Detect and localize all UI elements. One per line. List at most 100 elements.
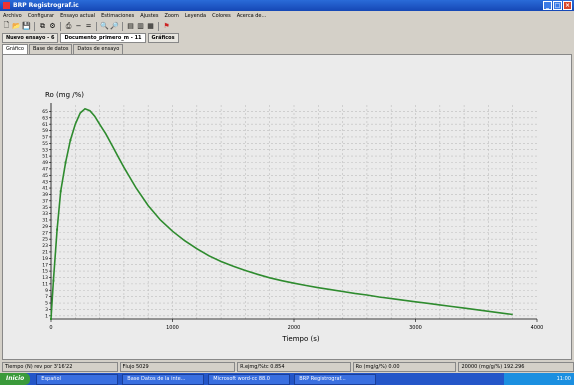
y-tick-label: 1 bbox=[45, 313, 48, 319]
y-tick-label: 37 bbox=[42, 198, 48, 204]
menu-leyenda[interactable]: Leyenda bbox=[184, 12, 207, 19]
tab-documento[interactable]: Documento_primero_m - 11 bbox=[60, 33, 146, 43]
menu-configurar[interactable]: Configurar bbox=[27, 12, 55, 19]
taskbar-item[interactable]: Base Datos de la inte... bbox=[122, 373, 205, 385]
data-point bbox=[64, 161, 67, 164]
equal-icon[interactable]: = bbox=[85, 22, 92, 30]
maximize-button[interactable]: □ bbox=[553, 1, 562, 10]
menu-archivo[interactable]: Archivo bbox=[3, 12, 22, 19]
minus-icon[interactable]: − bbox=[75, 22, 82, 30]
status-time: Tiempo (N) rev por 3'16'22 bbox=[2, 362, 118, 372]
y-tick-label: 27 bbox=[42, 230, 48, 236]
taskbar-item[interactable]: BRP Registrograf... bbox=[294, 373, 377, 385]
y-tick-label: 47 bbox=[42, 166, 48, 172]
toolbar-separator bbox=[96, 21, 97, 31]
minimize-button[interactable]: _ bbox=[543, 1, 552, 10]
zoom-out-icon[interactable]: 🔎 bbox=[110, 22, 119, 30]
menu-zoom[interactable]: Zoom bbox=[164, 12, 179, 19]
menu-acerca[interactable]: Acerca de... bbox=[236, 12, 267, 19]
series-line bbox=[50, 107, 513, 320]
chart-grid bbox=[51, 105, 537, 319]
status-ro: Ro (mg/g/%) 0.00 bbox=[352, 362, 457, 372]
menu-estimaciones[interactable]: Estimaciones bbox=[101, 12, 135, 19]
menu-colores[interactable]: Colores bbox=[212, 12, 231, 19]
toolbar: 🗋 📂 💾 ⧉ ⚙ ⎙ − = 🔍 🔎 ▤ ▥ ▦ ⚑ bbox=[0, 20, 574, 32]
line-chart: 1357911131517192123252729313335373941434… bbox=[42, 91, 543, 343]
x-tick-label: 2000 bbox=[288, 325, 301, 331]
y-tick-label: 25 bbox=[42, 237, 48, 243]
y-tick-label: 29 bbox=[42, 224, 48, 230]
x-tick-label: 1000 bbox=[166, 325, 179, 331]
close-button[interactable]: × bbox=[563, 1, 572, 10]
toolbar-separator bbox=[60, 21, 61, 31]
chart2-icon[interactable]: ▥ bbox=[137, 22, 144, 30]
y-tick-label: 51 bbox=[42, 154, 48, 160]
y-tick-label: 55 bbox=[42, 141, 48, 147]
chart-panel: 1 3 5 7 9 11 13 15 17 19 21 23 25 27 29 31 33 35 37 39 41 43 4… bbox=[2, 54, 572, 360]
tab-graficos[interactable]: Gráficos bbox=[147, 33, 179, 43]
tab-nuevo-ensayo[interactable]: Nuevo ensayo - 6 bbox=[2, 33, 59, 43]
flag-icon[interactable]: ⚑ bbox=[163, 22, 170, 30]
data-point bbox=[52, 279, 55, 282]
clock: 11:00 bbox=[556, 376, 571, 382]
y-tick-label: 41 bbox=[42, 186, 48, 192]
x-axis-label: Tiempo (s) bbox=[281, 335, 319, 343]
taskbar-item[interactable]: Microsoft word-cc 88.0 bbox=[208, 373, 291, 385]
status-bar: Tiempo (N) rev por 3'16'22 Flujo 5029 R.… bbox=[0, 362, 574, 372]
y-tick-label: 3 bbox=[45, 307, 48, 313]
zoom-in-icon[interactable]: 🔍 bbox=[100, 22, 109, 30]
data-point bbox=[56, 228, 59, 231]
taskbar: Inicio Español Base Datos de la inte... … bbox=[0, 373, 574, 385]
y-tick-label: 21 bbox=[42, 250, 48, 256]
new-icon[interactable]: 🗋 bbox=[3, 20, 10, 29]
tab-base-datos[interactable]: Base de datos bbox=[28, 44, 73, 54]
y-tick-label: 33 bbox=[42, 211, 48, 217]
taskbar-item[interactable]: Español bbox=[36, 373, 119, 385]
tab-grafico[interactable]: Gráfico bbox=[2, 44, 28, 54]
y-tick-label: 53 bbox=[42, 147, 48, 153]
y-tick-label: 39 bbox=[42, 192, 48, 198]
x-tick-label: 3000 bbox=[409, 325, 422, 331]
save-icon[interactable]: 💾 bbox=[22, 22, 31, 30]
status-total: 20000 (mg/g/%) 192.296 bbox=[458, 362, 574, 372]
y-tick-label: 45 bbox=[42, 173, 48, 179]
start-button[interactable]: Inicio bbox=[0, 373, 31, 385]
y-tick-label: 13 bbox=[42, 275, 48, 281]
window-title: BRP Registrograf.ic bbox=[13, 2, 79, 9]
print-icon[interactable]: ⎙ bbox=[65, 21, 72, 30]
copy-icon[interactable]: ⧉ bbox=[40, 21, 45, 30]
document-tabs: Nuevo ensayo - 6 Documento_primero_m - 1… bbox=[2, 33, 179, 43]
y-tick-label: 57 bbox=[42, 135, 48, 141]
tab-datos-ensayo[interactable]: Datos de ensayo bbox=[73, 44, 124, 54]
y-tick-label: 63 bbox=[42, 115, 48, 121]
data-point bbox=[50, 318, 52, 320]
y-tick-label: 5 bbox=[45, 301, 48, 307]
y-tick-label: 65 bbox=[42, 109, 48, 115]
chart3-icon[interactable]: ▦ bbox=[147, 22, 154, 30]
data-point bbox=[59, 190, 62, 193]
data-point bbox=[69, 139, 72, 142]
chart1-icon[interactable]: ▤ bbox=[127, 22, 134, 30]
menu-bar: Archivo Configurar Ensayo actual Estimac… bbox=[0, 11, 574, 20]
settings-icon[interactable]: ⚙ bbox=[49, 22, 56, 30]
y-tick-label: 17 bbox=[42, 262, 48, 268]
x-tick-label: 4000 bbox=[531, 325, 544, 331]
toolbar-separator bbox=[158, 21, 159, 31]
chart-ticks: 1357911131517192123252729313335373941434… bbox=[42, 109, 543, 331]
status-flujo: Flujo 5029 bbox=[119, 362, 236, 372]
open-icon[interactable]: 📂 bbox=[12, 22, 21, 30]
y-tick-label: 9 bbox=[45, 288, 48, 294]
y-tick-label: 7 bbox=[45, 294, 48, 300]
app-icon bbox=[3, 2, 10, 9]
toolbar-separator bbox=[122, 21, 123, 31]
chart-series bbox=[50, 107, 513, 320]
toolbar-separator bbox=[34, 21, 35, 31]
menu-ajustes[interactable]: Ajustes bbox=[140, 12, 159, 19]
y-tick-label: 61 bbox=[42, 122, 48, 128]
y-tick-label: 49 bbox=[42, 160, 48, 166]
window-controls: _ □ × bbox=[543, 1, 572, 10]
y-tick-label: 59 bbox=[42, 128, 48, 134]
y-tick-label: 15 bbox=[42, 269, 48, 275]
x-tick-label: 0 bbox=[49, 325, 52, 331]
menu-ensayo-actual[interactable]: Ensayo actual bbox=[60, 12, 96, 19]
